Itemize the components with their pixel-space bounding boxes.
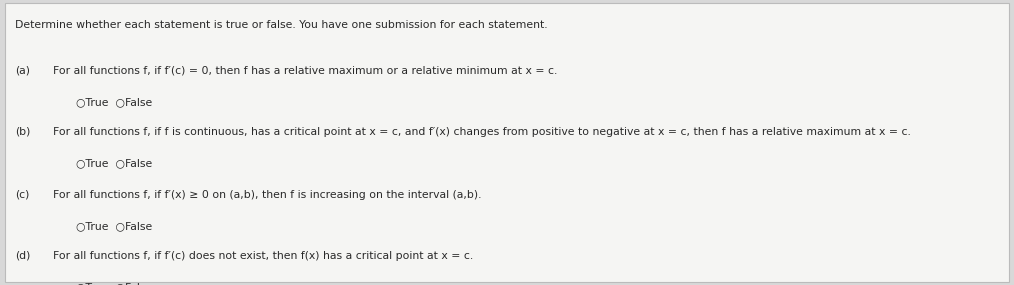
Text: (c): (c) — [15, 190, 29, 199]
Text: (b): (b) — [15, 127, 30, 137]
Text: ○True  ○False: ○True ○False — [76, 221, 152, 231]
Text: For all functions f, if f′(x) ≥ 0 on (a,b), then f is increasing on the interval: For all functions f, if f′(x) ≥ 0 on (a,… — [53, 190, 482, 199]
Text: (d): (d) — [15, 251, 30, 261]
Text: For all functions f, if f′(c) = 0, then f has a relative maximum or a relative m: For all functions f, if f′(c) = 0, then … — [53, 66, 557, 76]
FancyBboxPatch shape — [5, 3, 1009, 282]
Text: ○True  ○False: ○True ○False — [76, 282, 152, 285]
Text: Determine whether each statement is true or false. You have one submission for e: Determine whether each statement is true… — [15, 20, 548, 30]
Text: For all functions f, if f′(c) does not exist, then f(x) has a critical point at : For all functions f, if f′(c) does not e… — [53, 251, 473, 261]
Text: For all functions f, if f is continuous, has a critical point at x = c, and f′(x: For all functions f, if f is continuous,… — [53, 127, 911, 137]
Text: ○True  ○False: ○True ○False — [76, 158, 152, 168]
Text: ○True  ○False: ○True ○False — [76, 97, 152, 107]
Text: (a): (a) — [15, 66, 30, 76]
